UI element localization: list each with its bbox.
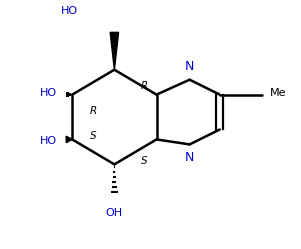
- Polygon shape: [110, 32, 119, 70]
- Text: HO: HO: [61, 6, 78, 16]
- Text: HO: HO: [40, 136, 57, 146]
- Text: S: S: [90, 131, 97, 141]
- Text: Me: Me: [269, 88, 286, 98]
- Polygon shape: [66, 136, 72, 143]
- Text: HO: HO: [40, 88, 57, 98]
- Text: R: R: [90, 106, 97, 116]
- Text: R: R: [141, 81, 148, 91]
- Text: N: N: [185, 151, 194, 164]
- Text: S: S: [141, 156, 148, 166]
- Text: N: N: [185, 61, 194, 73]
- Text: OH: OH: [106, 208, 123, 218]
